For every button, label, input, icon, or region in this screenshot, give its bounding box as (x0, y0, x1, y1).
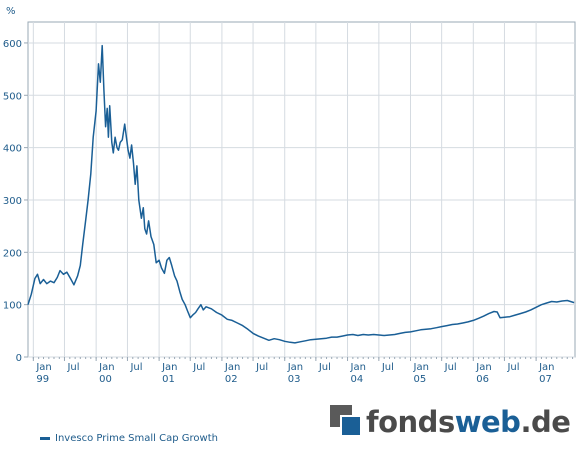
x-tick-label: Jan (161, 362, 177, 373)
x-tick-label: Jan (98, 362, 114, 373)
y-tick-label: 100 (3, 301, 22, 312)
logo-mark-icon (330, 405, 362, 439)
y-tick-label: 500 (3, 91, 22, 102)
x-tick-year-label: 00 (99, 374, 112, 385)
x-tick-year-label: 03 (288, 374, 301, 385)
y-axis: 0 100 200 300 400 500 600 (3, 39, 28, 364)
series-line-invesco (27, 44, 575, 344)
x-tick-label: Jan (538, 362, 554, 373)
x-tick-year-label: 05 (414, 374, 427, 385)
logo-text-de: .de (520, 405, 571, 439)
x-tick-label: Jan (224, 362, 240, 373)
x-tick-label: Jan (475, 362, 491, 373)
fondsweb-logo: fondsweb.de (330, 402, 571, 442)
x-tick-year-label: 06 (476, 374, 489, 385)
x-tick-label: Jul (129, 362, 142, 373)
y-axis-label: % (6, 6, 16, 17)
y-tick-label: 200 (3, 248, 22, 259)
x-tick-label: Jul (66, 362, 79, 373)
logo-text-fonds: fonds (366, 405, 455, 439)
x-tick-label: Jul (506, 362, 519, 373)
x-tick-label: Jan (350, 362, 366, 373)
plot-area (27, 21, 576, 358)
logo-text-web: web (454, 405, 521, 439)
gridlines (28, 22, 575, 358)
y-tick-label: 600 (3, 39, 22, 50)
x-tick-label: Jul (192, 362, 205, 373)
x-tick-year-label: 04 (351, 374, 364, 385)
x-tick-year-label: 99 (36, 374, 49, 385)
x-tick-label: Jul (381, 362, 394, 373)
x-tick-label: Jan (35, 362, 51, 373)
x-tick-label: Jan (287, 362, 303, 373)
x-tick-year-label: 07 (539, 374, 552, 385)
logo-text: fondsweb.de (366, 405, 571, 439)
x-tick-label: Jul (444, 362, 457, 373)
x-tick-label: Jul (318, 362, 331, 373)
y-tick-label: 0 (16, 353, 22, 364)
x-tick-label: Jul (255, 362, 268, 373)
legend-label: Invesco Prime Small Cap Growth (55, 433, 218, 444)
legend-swatch (40, 437, 50, 440)
y-tick-label: 400 (3, 144, 22, 155)
legend: Invesco Prime Small Cap Growth (40, 433, 218, 444)
x-tick-label: Jan (413, 362, 429, 373)
x-tick-year-label: 01 (162, 374, 175, 385)
y-tick-label: 300 (3, 196, 22, 207)
x-tick-year-label: 02 (225, 374, 238, 385)
